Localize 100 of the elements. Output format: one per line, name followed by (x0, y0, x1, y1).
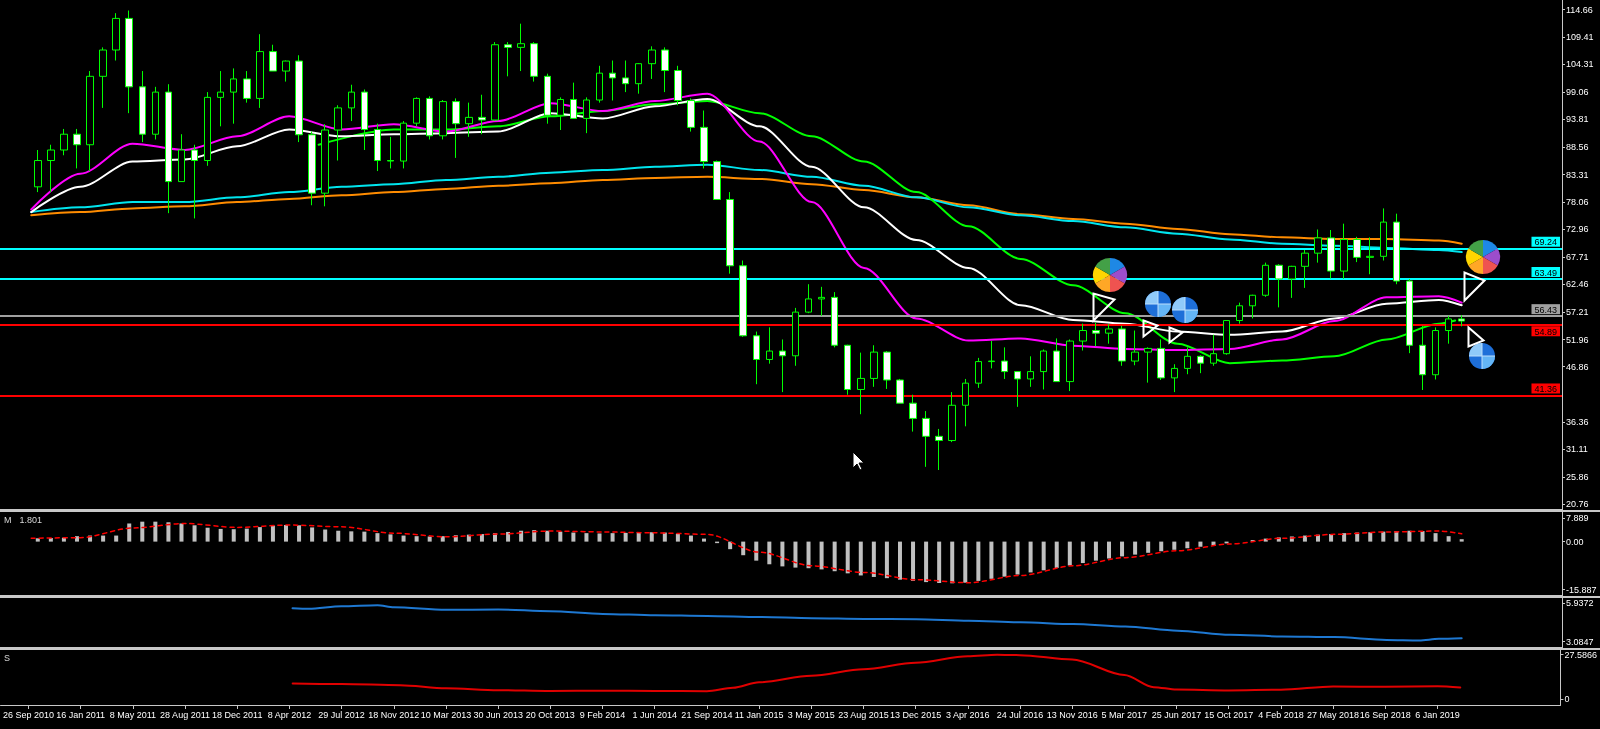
bar (440, 536, 445, 542)
bar (597, 533, 602, 542)
x-tick-label: 28 Aug 2011 (160, 709, 210, 720)
bar (336, 530, 341, 542)
bar (1381, 531, 1386, 542)
bar (1420, 531, 1425, 542)
candlestick (517, 23, 525, 72)
y-tick-label: 20.76 (1566, 498, 1589, 509)
candlestick (1236, 302, 1243, 325)
bar (806, 541, 811, 569)
candlestick (1040, 348, 1047, 390)
bar (297, 525, 302, 542)
candlestick (400, 120, 407, 169)
candlestick (739, 260, 747, 338)
bar (1172, 541, 1177, 550)
bar (662, 532, 667, 542)
y-tick-label: 62.46 (1566, 279, 1589, 290)
candlestick (1066, 338, 1074, 392)
bar (1028, 541, 1033, 573)
candlestick (152, 86, 159, 140)
candlestick (831, 291, 838, 348)
x-tick-label: 3 May 2015 (787, 709, 835, 720)
candlestick (948, 391, 956, 443)
candlestick (1445, 315, 1452, 345)
candlestick (1275, 263, 1283, 308)
bar (1041, 541, 1046, 571)
bar (1080, 541, 1085, 564)
x-tick-label: 20 Oct 2013 (525, 709, 575, 720)
bar (140, 521, 145, 542)
candlestick (60, 128, 68, 156)
candlestick (308, 131, 316, 206)
x-tick-label: 5 Mar 2017 (1101, 709, 1148, 720)
bar (963, 541, 968, 583)
candlestick (596, 65, 603, 104)
y-tick-label: 51.96 (1566, 334, 1589, 345)
bar (636, 532, 641, 542)
x-tick-label: 4 Feb 2018 (1258, 709, 1304, 720)
bar (649, 532, 654, 542)
bar (127, 523, 132, 542)
candlestick (909, 394, 917, 433)
candlestick (204, 91, 211, 167)
x-tick-label: 18 Nov 2012 (368, 709, 420, 720)
bar (924, 541, 929, 583)
x-tick-label: 16 Sep 2018 (1359, 709, 1411, 720)
candlestick (34, 149, 42, 193)
ref-line-label: 41.36 (1534, 383, 1557, 394)
candlestick (99, 46, 107, 109)
candlestick (1366, 236, 1374, 275)
y-tick-label: 99.06 (1566, 86, 1589, 97)
y-tick-label: -15.887 (1566, 584, 1597, 595)
candlestick (269, 44, 277, 72)
line-series (291, 653, 1462, 693)
bar (1015, 541, 1020, 575)
y-tick-label: 93.81 (1566, 114, 1589, 125)
bar (179, 523, 184, 542)
candlestick (792, 307, 799, 367)
y-tick-label: 5.9372 (1566, 598, 1594, 609)
y-tick-label: 72.96 (1566, 224, 1589, 235)
y-tick-label: 78.06 (1566, 197, 1589, 208)
annotation: M (4, 514, 12, 525)
candlestick (243, 70, 251, 104)
bar (545, 530, 550, 542)
x-tick-label: 25 Jun 2017 (1151, 709, 1202, 720)
candlestick (1144, 346, 1152, 384)
bar (153, 521, 158, 542)
bar (780, 541, 785, 567)
candlestick (230, 67, 237, 125)
candlestick (73, 128, 81, 169)
bar (937, 541, 942, 584)
bar (871, 541, 876, 577)
bar (571, 532, 576, 542)
y-tick-label: 27.5866 (1564, 649, 1598, 660)
candlestick (413, 96, 420, 127)
candlestick (86, 70, 94, 172)
bar (1146, 541, 1151, 553)
candlestick (1079, 323, 1087, 352)
ref-line-label: 69.24 (1534, 237, 1557, 248)
bar (702, 538, 707, 542)
x-tick-label: 6 Jan 2019 (1415, 709, 1460, 720)
y-tick-label: 3.0847 (1566, 636, 1594, 647)
candlestick (139, 70, 146, 143)
candlestick (1432, 326, 1439, 380)
x-tick-label: 8 May 2011 (109, 709, 157, 720)
y-tick-label: 31.11 (1566, 444, 1588, 455)
bar (1002, 541, 1007, 577)
candlestick (883, 350, 891, 390)
candlestick (1458, 314, 1465, 327)
x-tick-label: 10 Mar 2013 (420, 709, 472, 720)
y-tick-label: 7.889 (1566, 512, 1589, 523)
bar (1446, 536, 1451, 542)
bar (1433, 533, 1438, 542)
bar (610, 533, 615, 542)
candlestick (1118, 325, 1126, 367)
annotation: S (4, 652, 11, 663)
x-tick-label: 27 May 2018 (1307, 709, 1360, 720)
bar (479, 534, 484, 542)
candlestick (896, 378, 904, 404)
candlestick (1027, 355, 1034, 388)
candlestick (1157, 338, 1165, 381)
candlestick (191, 144, 198, 219)
